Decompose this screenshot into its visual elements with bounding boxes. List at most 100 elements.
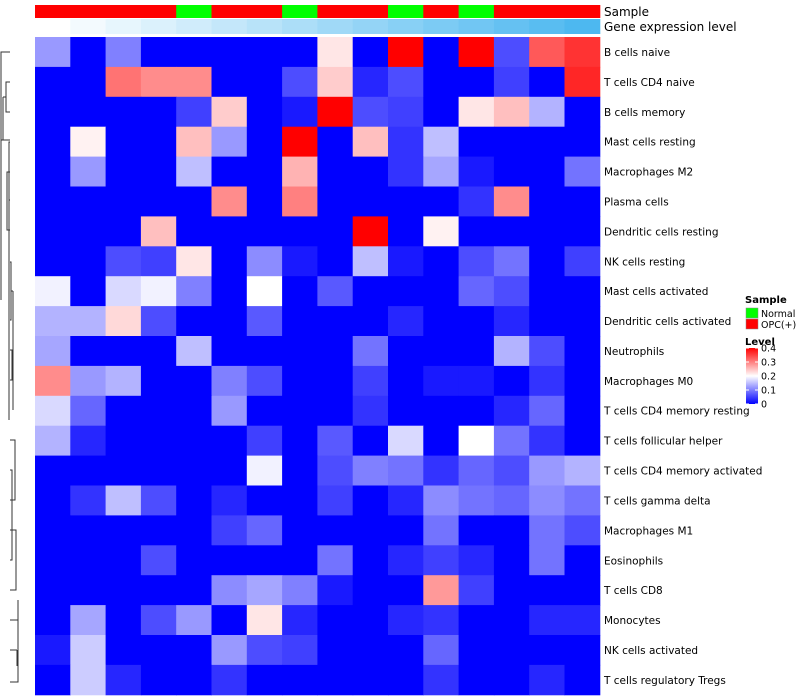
heatmap-cell (529, 455, 565, 486)
heatmap-cell (458, 66, 495, 98)
heatmap-cell (352, 156, 389, 187)
heatmap-cell (352, 485, 389, 516)
heatmap-cell (35, 664, 71, 696)
heatmap-cell (211, 664, 248, 696)
heatmap-cell (317, 664, 354, 696)
heatmap-cell (352, 664, 389, 696)
heatmap-cell (246, 515, 283, 546)
heatmap-cell (35, 216, 71, 247)
heatmap-cell (317, 545, 354, 576)
heatmap-cell (176, 156, 212, 187)
sample-annotation-cell (317, 5, 354, 18)
heatmap-cell (493, 485, 530, 516)
heatmap-cell (423, 545, 460, 576)
heatmap-cell (282, 216, 318, 247)
heatmap-cell (493, 216, 530, 247)
heatmap-cell (70, 425, 107, 457)
heatmap-cell (176, 246, 212, 277)
heatmap-cell (388, 515, 424, 546)
sample-annotation-cell (529, 5, 565, 18)
heatmap-cell (564, 37, 601, 68)
heatmap-cell (317, 515, 354, 546)
heatmap-cell (352, 515, 389, 546)
heatmap-cell (388, 156, 424, 187)
heatmap-cell (140, 395, 177, 427)
heatmap-cell (423, 664, 460, 696)
heatmap-cell (246, 605, 283, 636)
heatmap-cell (282, 276, 318, 307)
legend-tick-label: 0.1 (761, 386, 776, 397)
heatmap-cell (317, 306, 354, 337)
heatmap-cell (458, 156, 495, 187)
heatmap-cell (388, 306, 424, 337)
heatmap-cell (564, 276, 601, 307)
heatmap-cell (458, 37, 495, 68)
heatmap-cell (388, 66, 424, 98)
row-label: Neutrophils (604, 346, 664, 358)
heatmap-cell (423, 365, 460, 397)
heatmap-cell (529, 575, 565, 606)
heatmap-cell (176, 66, 212, 98)
heatmap-cell (388, 425, 424, 457)
heatmap-cell (211, 37, 248, 68)
gene-expression-annotation-cell (140, 19, 177, 34)
heatmap-cell (529, 664, 565, 696)
row-label: B cells memory (604, 107, 685, 119)
heatmap-cell (246, 246, 283, 277)
heatmap-cell (246, 575, 283, 606)
heatmap-cell (35, 37, 71, 68)
row-label: Macrophages M1 (604, 525, 693, 537)
heatmap-cell (70, 156, 107, 187)
row-label: T cells regulatory Tregs (603, 675, 726, 687)
heatmap-cell (388, 37, 424, 68)
sample-annotation-cell (282, 5, 318, 18)
heatmap-cell (70, 306, 107, 337)
heatmap-cell (388, 395, 424, 427)
heatmap-cell (493, 605, 530, 636)
heatmap-cell (105, 156, 142, 187)
legend-level-title: Level (745, 337, 775, 348)
legend-opc-swatch (745, 318, 759, 330)
heatmap-cell (564, 156, 601, 187)
heatmap-cell (35, 635, 71, 666)
heatmap-cell (458, 545, 495, 576)
heatmap-cell (564, 96, 601, 128)
heatmap-cell (423, 126, 460, 158)
heatmap-cell (493, 336, 530, 367)
legend-tick-label: 0.4 (761, 344, 776, 355)
heatmap-cell (35, 485, 71, 516)
sample-annotation-cell (564, 5, 601, 18)
heatmap-cell (458, 216, 495, 247)
heatmap-cell (176, 515, 212, 546)
gene-expression-annotation-cell (317, 19, 354, 34)
heatmap-cell (352, 66, 389, 98)
heatmap-cell (493, 37, 530, 68)
heatmap-cell (211, 545, 248, 576)
heatmap-cell (493, 545, 530, 576)
row-label: T cells gamma delta (603, 495, 711, 507)
row-label: Plasma cells (604, 196, 669, 208)
heatmap-cell (246, 156, 283, 187)
heatmap-cell (564, 246, 601, 277)
heatmap-cell (140, 365, 177, 397)
heatmap-cell (140, 156, 177, 187)
heatmap-cell (423, 66, 460, 98)
heatmap-cell (352, 545, 389, 576)
heatmap-cell (70, 485, 107, 516)
gene-expression-annotation-cell (423, 19, 460, 34)
heatmap-cell (211, 425, 248, 457)
heatmap-cell (246, 216, 283, 247)
heatmap-cell (564, 126, 601, 158)
row-label: Mast cells resting (604, 137, 696, 149)
heatmap-cell (352, 605, 389, 636)
heatmap-cell (423, 455, 460, 486)
heatmap-cell (564, 336, 601, 367)
heatmap-cell (211, 635, 248, 666)
heatmap-cell (282, 96, 318, 128)
heatmap-cell (529, 395, 565, 427)
heatmap-cell (176, 425, 212, 457)
heatmap-cell (35, 126, 71, 158)
heatmap-cell (458, 664, 495, 696)
heatmap-cell (140, 126, 177, 158)
